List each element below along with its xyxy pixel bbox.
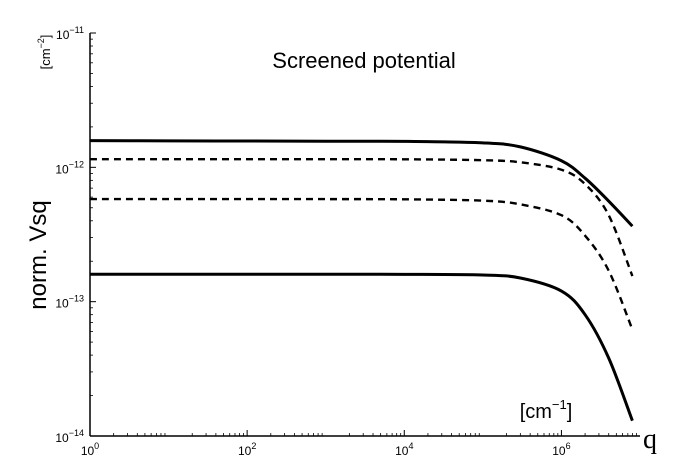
y-axis-label: norm. Vsq (25, 200, 52, 309)
series-line-1-solid (89, 139, 634, 228)
y-unit-exp: −2 (36, 38, 46, 48)
series-lines (89, 139, 634, 422)
y-unit-base: [cm (38, 48, 53, 69)
series-line-4-solid (90, 272, 634, 422)
y-tick-label: 10−13 (55, 294, 84, 311)
x-axis-label: q (643, 424, 657, 455)
x-unit-close: ] (567, 401, 573, 423)
series-line-3-dashed (89, 197, 634, 331)
series-line-2-dashed (89, 157, 634, 277)
y-tick-label: 10−11 (56, 25, 84, 42)
y-tick-label: 10−12 (55, 159, 84, 176)
chart-title: Screened potential (272, 48, 455, 73)
x-tick-label: 102 (238, 441, 256, 458)
y-tick-label: 10−14 (55, 428, 84, 445)
axes (89, 33, 640, 437)
x-unit-exp: −1 (552, 397, 567, 412)
x-unit-base: [cm (520, 401, 552, 423)
x-tick-label: 100 (81, 441, 99, 458)
x-tick-label: 106 (552, 441, 570, 458)
y-axis-unit: [cm−2] (36, 35, 53, 70)
x-axis-unit: [cm−1] (520, 397, 573, 423)
ticks: 100 102 104 106 10−14 10−13 10−12 10−11 (55, 25, 637, 458)
y-unit-close: ] (38, 35, 53, 39)
x-tick-label: 104 (395, 441, 413, 458)
